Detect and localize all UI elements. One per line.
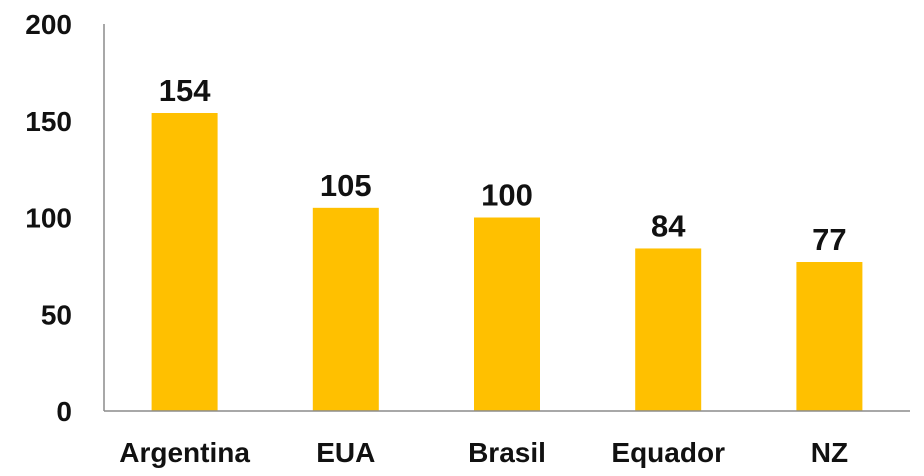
bar-eua	[312, 207, 379, 411]
axes	[103, 24, 910, 412]
y-axis-ticks: 0 50 100 150 200	[25, 9, 72, 427]
y-tick-label: 50	[41, 299, 72, 330]
data-label: 100	[481, 178, 533, 213]
data-label: 77	[812, 222, 846, 257]
x-category-label: Equador	[611, 437, 725, 468]
x-category-label: Argentina	[119, 437, 250, 468]
y-tick-label: 150	[25, 106, 72, 137]
x-category-label: NZ	[811, 437, 848, 468]
data-label: 84	[651, 208, 686, 243]
x-axis-category-labels: Argentina EUA Brasil Equador NZ	[119, 437, 848, 468]
data-label: 105	[320, 168, 372, 203]
y-tick-label: 200	[25, 9, 72, 40]
data-label: 154	[159, 73, 211, 108]
bar-brasil	[474, 217, 540, 411]
bar-equador	[635, 248, 702, 411]
data-labels: 154 105 100 84 77	[159, 73, 847, 257]
bar-nz	[796, 262, 863, 411]
x-category-label: Brasil	[468, 437, 546, 468]
bar-series	[151, 113, 863, 411]
y-tick-label: 100	[25, 203, 72, 234]
x-category-label: EUA	[316, 437, 375, 468]
bar-argentina	[151, 113, 218, 411]
y-tick-label: 0	[56, 396, 72, 427]
